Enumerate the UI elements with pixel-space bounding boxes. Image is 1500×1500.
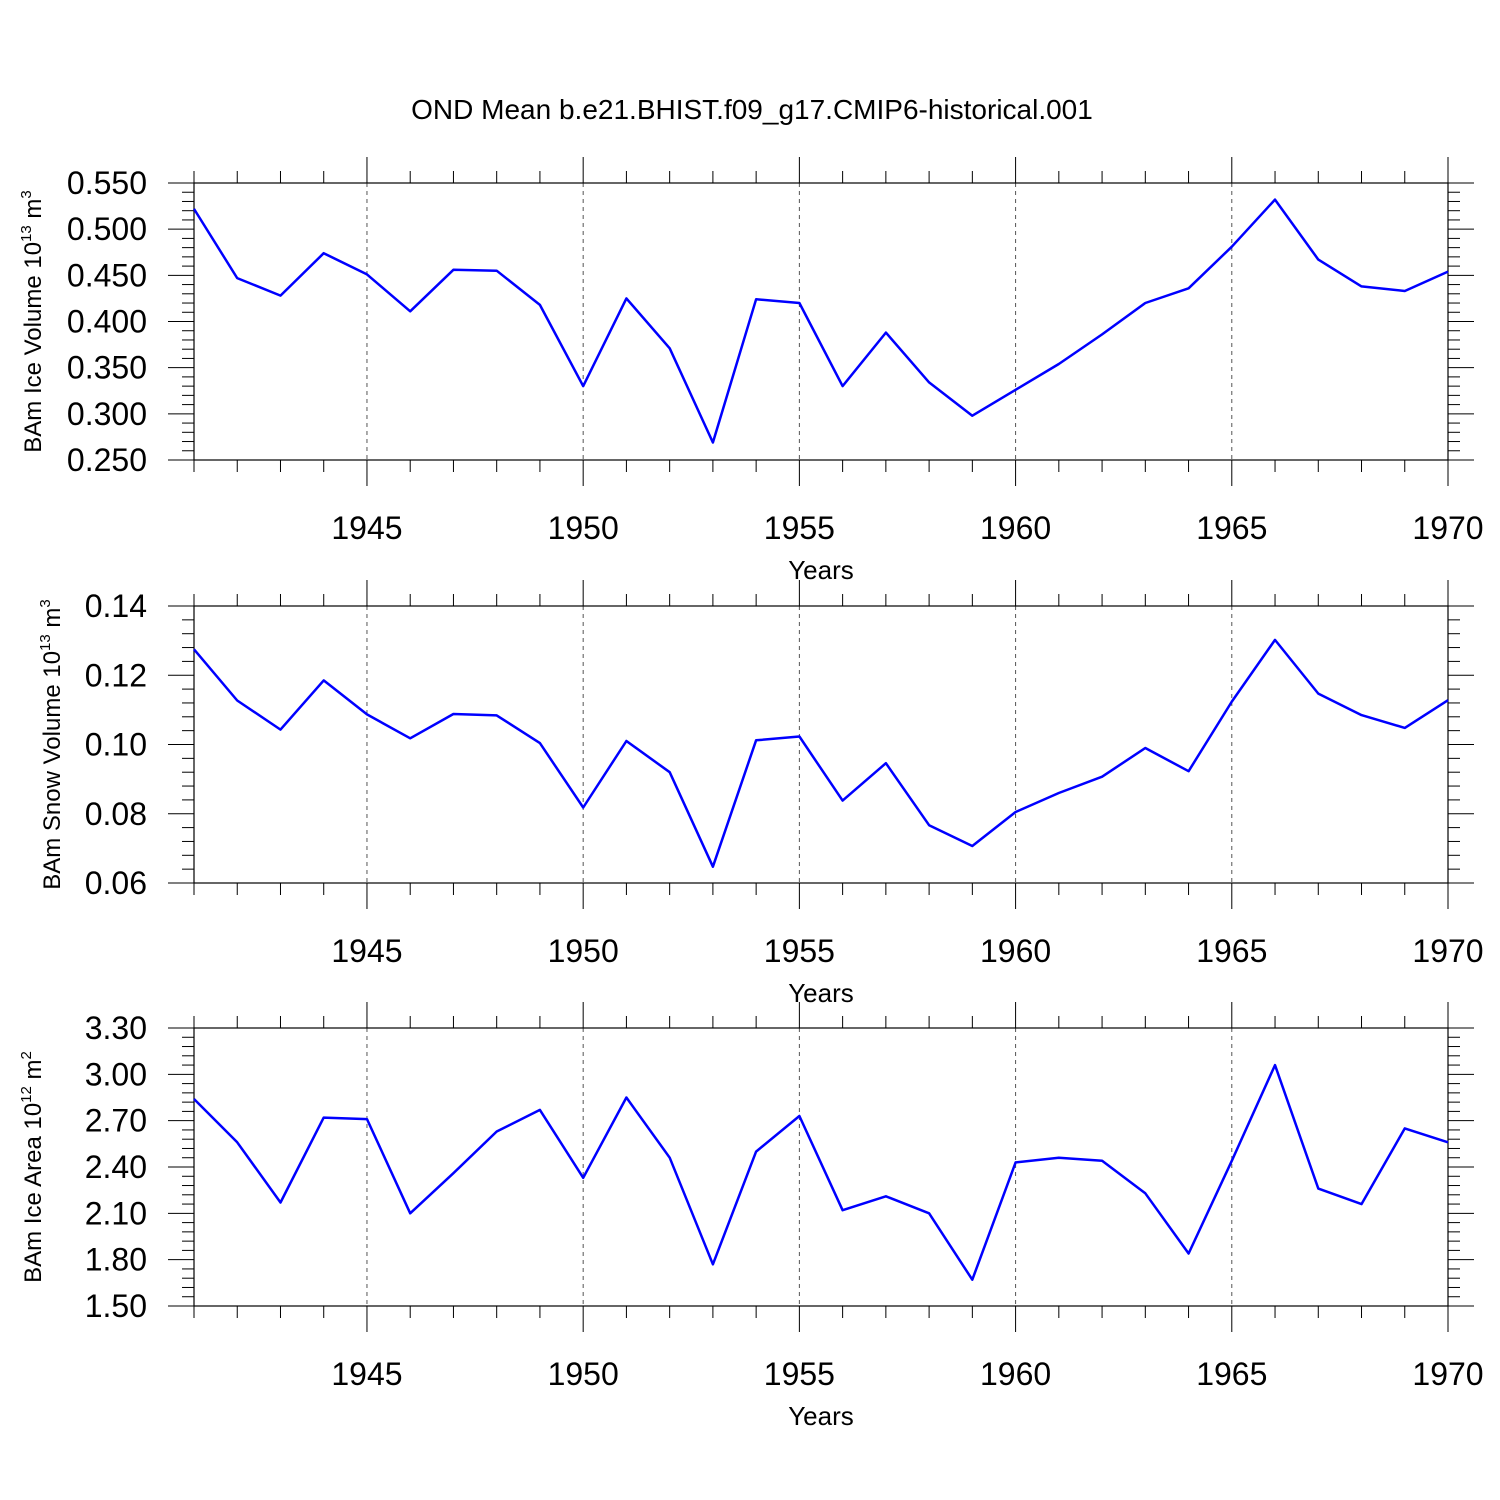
- y-tick-label: 0.08: [85, 796, 147, 832]
- x-axis-label: Years: [788, 555, 854, 585]
- x-tick-label: 1960: [980, 510, 1051, 546]
- panel-1: 1945 1950 1955 1960 1965 1970 Years 0.250 0.300 0…: [18, 157, 1484, 585]
- chart-title: OND Mean b.e21.BHIST.f09_g17.CMIP6-histo…: [411, 94, 1093, 125]
- plot-frame: [193, 605, 1449, 884]
- y-tick-label: 0.14: [85, 588, 147, 624]
- x-tick-label: 1950: [548, 1356, 619, 1392]
- x-tick-label: 1955: [764, 933, 835, 969]
- x-tick-label: 1970: [1412, 510, 1483, 546]
- x-tick-label: 1965: [1196, 933, 1267, 969]
- y-tick-label: 1.50: [85, 1288, 147, 1324]
- y-tick-label: 3.00: [85, 1056, 147, 1092]
- series-line: [192, 198, 1449, 444]
- series-line: [193, 1063, 1449, 1281]
- x-axis-label: Years: [788, 1401, 854, 1431]
- plot-frame: [193, 182, 1449, 461]
- y-axis-label: BAm Ice Area 1012 m2: [18, 1051, 47, 1283]
- x-tick-label: 1950: [548, 510, 619, 546]
- x-tick-label: 1945: [331, 510, 402, 546]
- x-tick-label: 1970: [1412, 933, 1483, 969]
- plot-frame: [193, 1027, 1449, 1307]
- y-tick-label: 0.450: [67, 257, 147, 293]
- x-tick-label: 1950: [548, 933, 619, 969]
- y-tick-label: 2.70: [85, 1103, 147, 1139]
- series-line: [193, 638, 1449, 868]
- y-tick-label: 3.30: [85, 1010, 147, 1046]
- x-tick-label: 1960: [980, 933, 1051, 969]
- y-tick-label: 0.350: [67, 350, 147, 386]
- y-tick-label: 0.10: [85, 727, 147, 763]
- y-tick-label: 0.300: [67, 396, 147, 432]
- y-tick-label: 1.80: [85, 1242, 147, 1278]
- y-axis-label: BAm Snow Volume 1013 m3: [37, 599, 66, 890]
- y-axis-label: BAm Ice Volume 1013 m3: [18, 190, 47, 452]
- y-tick-label: 0.550: [67, 165, 147, 201]
- panel-3: 1945 1950 1955 1960 1965 1970 Years 1.50 1.80 2.1…: [18, 1002, 1484, 1431]
- x-tick-label: 1955: [764, 1356, 835, 1392]
- panel-2: 1945 1950 1955 1960 1965 1970 Years 0.06 0.08 0.1…: [37, 580, 1484, 1008]
- y-tick-label: 2.10: [85, 1195, 147, 1231]
- x-tick-label: 1960: [980, 1356, 1051, 1392]
- x-tick-label: 1970: [1412, 1356, 1483, 1392]
- y-tick-label: 0.500: [67, 211, 147, 247]
- y-tick-label: 0.250: [67, 442, 147, 478]
- y-tick-label: 0.400: [67, 304, 147, 340]
- x-tick-label: 1965: [1196, 510, 1267, 546]
- x-tick-label: 1945: [331, 1356, 402, 1392]
- y-tick-label: 2.40: [85, 1149, 147, 1185]
- y-tick-label: 0.06: [85, 865, 147, 901]
- x-tick-label: 1965: [1196, 1356, 1267, 1392]
- x-tick-label: 1945: [331, 933, 402, 969]
- x-axis-label: Years: [788, 978, 854, 1008]
- y-tick-label: 0.12: [85, 657, 147, 693]
- x-tick-label: 1955: [764, 510, 835, 546]
